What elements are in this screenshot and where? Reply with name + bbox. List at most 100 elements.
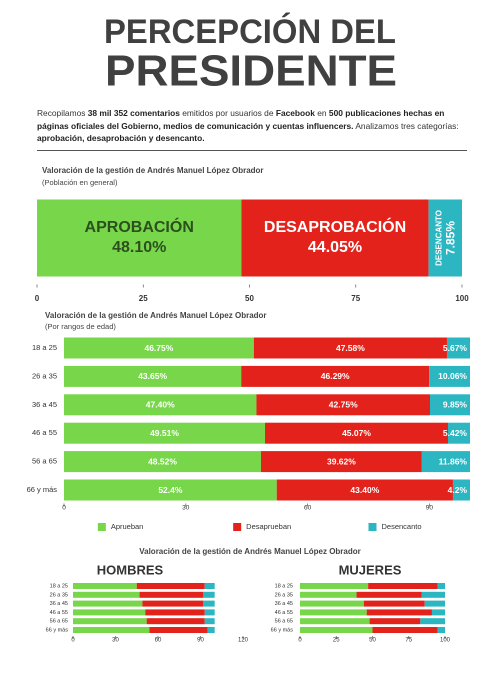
value-label: 7.85% — [443, 221, 457, 255]
bar-segment — [204, 618, 215, 625]
bar-segment — [265, 422, 448, 444]
category-label: 26 a 35 — [275, 592, 293, 598]
bar-segment — [372, 627, 438, 633]
value-label: 5.42% — [443, 428, 468, 438]
value-label: 46.75% — [144, 343, 173, 353]
chart-subtitle: (Población en general) — [42, 178, 118, 187]
x-tick-label: 50 — [245, 294, 254, 303]
title-line: PERCEPCIÓN DEL — [104, 13, 396, 51]
value-label: 42.75% — [329, 400, 358, 410]
x-tick-label: 120 — [238, 638, 249, 644]
chart-subtitle: (Por rangos de edad) — [45, 322, 116, 331]
chart-title: Valoración de la gestión de Andrés Manue… — [42, 166, 264, 175]
chart-title: Valoración de la gestión de Andrés Manue… — [45, 311, 267, 320]
bar-segment — [256, 394, 431, 416]
bar-segment — [142, 600, 204, 607]
bar-segment — [300, 600, 364, 607]
bar-segment — [204, 583, 215, 589]
title-line: PRESIDENTE — [105, 47, 397, 96]
bar-segment — [421, 451, 470, 473]
category-label: 46 a 55 — [275, 610, 293, 616]
value-label: 4.2% — [448, 485, 468, 495]
category-label: 56 a 65 — [275, 619, 293, 625]
intro-run: aprobación, desaprobación y desencanto. — [37, 133, 205, 143]
value-label: 48.52% — [148, 456, 177, 466]
intro-text: Recopilamos 38 mil 352 comentarios emiti… — [37, 107, 467, 151]
intro-run: emitidos por usuarios de — [179, 108, 276, 118]
bar-segment — [300, 618, 370, 625]
bar-segment — [437, 627, 445, 633]
value-label: 10.06% — [438, 371, 467, 381]
bar-segment — [300, 583, 369, 589]
x-tick-label: 90 — [197, 638, 204, 644]
bar-segment — [73, 618, 147, 625]
value-label: 39.62% — [327, 456, 356, 466]
bar-segment — [64, 451, 261, 473]
bar-segment — [356, 591, 422, 598]
category-label: 18 a 25 — [32, 343, 57, 352]
x-tick-label: 100 — [455, 294, 469, 303]
category-label: 18 a 25 — [275, 583, 293, 589]
x-tick-label: 25 — [139, 294, 148, 303]
bar-segment — [276, 479, 453, 501]
value-label: 45.07% — [342, 428, 371, 438]
intro-run: 500 publicaciones hechas en páginas ofic… — [37, 108, 445, 131]
value-label: 5.67% — [443, 343, 468, 353]
value-label: 43.40% — [350, 485, 379, 495]
category-label: 26 a 35 — [50, 592, 68, 598]
category-label: 56 a 65 — [50, 619, 68, 625]
category-label: 66 y más — [27, 485, 58, 494]
bar-segment — [452, 479, 470, 501]
bar-segment — [64, 394, 257, 416]
value-label: 47.40% — [146, 400, 175, 410]
chart-title: HOMBRES — [97, 562, 164, 577]
x-tick-label: 100 — [440, 638, 451, 644]
bar-segment — [300, 609, 367, 616]
bar-segment — [260, 451, 422, 473]
segment-name: DESENCANTO — [434, 210, 443, 266]
value-label: 11.86% — [439, 456, 468, 466]
bar-segment — [369, 618, 421, 625]
bar-segment — [429, 365, 470, 387]
value-label: 46.29% — [321, 371, 350, 381]
bar-segment — [366, 609, 432, 616]
bar-segment — [73, 609, 146, 616]
value-label: 52.4% — [158, 485, 183, 495]
x-tick-label: 0 — [35, 294, 40, 303]
section-title: Valoración de la gestión de Andrés Manue… — [139, 547, 361, 556]
value-label: 47.58% — [336, 343, 365, 353]
bar-segment — [428, 199, 462, 277]
intro-run: Recopilamos — [37, 108, 88, 118]
x-tick-label: 0 — [71, 638, 75, 644]
legend-label: Desaprueban — [246, 522, 291, 531]
category-label: 66 y más — [46, 627, 69, 633]
bar-segment — [437, 583, 445, 589]
value-label: 48.10% — [112, 239, 166, 256]
segment-name: DESAPROBACIÓN — [264, 217, 406, 236]
legend-label: Desencanto — [382, 522, 422, 531]
value-label: 9.85% — [443, 400, 468, 410]
x-tick-label: 60 — [155, 638, 162, 644]
bar-segment — [203, 600, 215, 607]
intro-run: 38 mil 352 comentarios — [87, 108, 180, 118]
bar-segment — [204, 609, 215, 616]
x-tick-label: 30 — [112, 638, 119, 644]
bar-segment — [73, 600, 143, 607]
legend-swatch — [97, 523, 106, 531]
bar-segment — [430, 394, 470, 416]
category-label: 46 a 55 — [50, 610, 68, 616]
bar-segment — [64, 365, 242, 387]
bar-segment — [431, 609, 445, 616]
bar-segment — [64, 422, 266, 444]
bar-segment — [300, 591, 357, 598]
bar-segment — [149, 627, 208, 633]
category-label: 18 a 25 — [50, 583, 68, 589]
bar-segment — [146, 618, 205, 625]
value-label: 43.65% — [138, 371, 167, 381]
bar-segment — [446, 337, 470, 359]
bar-segment — [241, 365, 430, 387]
x-tick-label: 25 — [333, 638, 340, 644]
bar-segment — [421, 591, 445, 598]
intro-run: Facebook — [275, 108, 315, 118]
